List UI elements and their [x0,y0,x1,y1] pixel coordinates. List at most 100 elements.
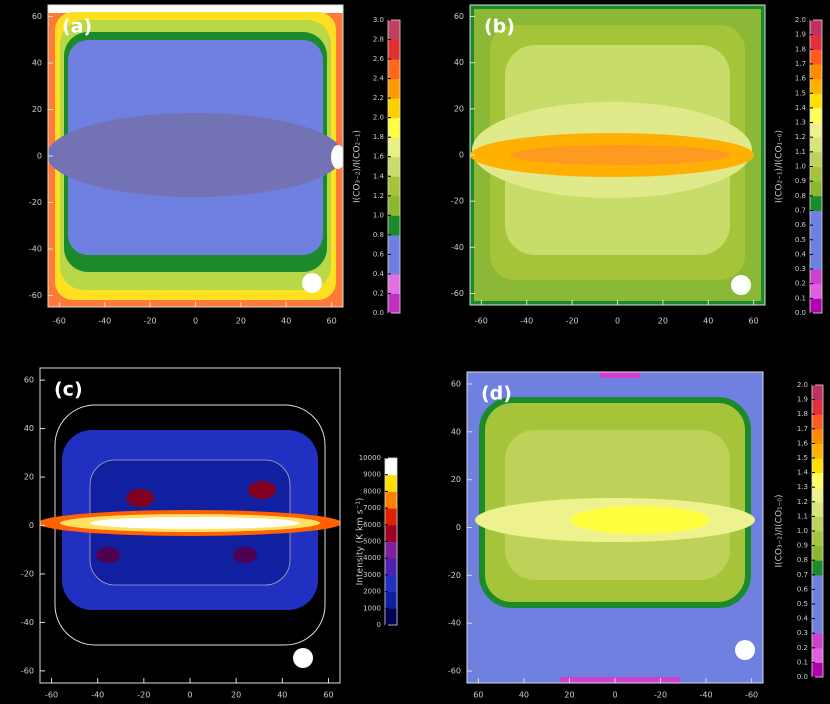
colorbar-segment [810,283,822,299]
colorbar-segment [810,195,822,211]
y-tick-label: -20 [21,569,34,578]
colorbar-label: I(CO₃₋₂)/I(CO₁₋₀) [775,494,785,567]
x-tick-label: 20 [236,317,246,326]
colorbar-tick-label: 1.2 [795,133,806,141]
colorbar-tick-label: 8000 [363,487,381,495]
map-b [470,5,765,305]
y-tick-label: 60 [451,379,461,388]
colorbar-segment [810,239,822,255]
map-a [48,5,343,307]
map-c [40,368,340,683]
colorbar-tick-label: 0.6 [797,585,809,593]
colorbar-tick-label: 1.0 [795,163,806,171]
colorbar-segment [812,604,823,620]
colorbar-tick-label: 0.4 [797,615,809,623]
colorbar-segment [812,399,823,415]
y-tick-label: -60 [448,667,461,676]
colorbar-segment [388,137,400,158]
y-tick-label: -60 [21,666,34,675]
x-tick-label: -60 [53,317,66,326]
beam [302,273,322,293]
colorbar-tick-label: 1.6 [797,439,809,447]
map-region [510,145,730,165]
colorbar-tick-label: 2.0 [373,114,384,122]
colorbar-segment [388,20,400,41]
colorbar-tick-label: 0.7 [795,206,806,214]
colorbar-tick-label: 0.7 [797,571,808,579]
colorbar-segment [810,63,822,80]
colorbar-tick-label: 0.8 [373,231,384,239]
colorbar-tick-label: 0.4 [373,270,385,278]
colorbar-tick-label: 1.2 [373,192,384,200]
colorbar-tick-label: 1.4 [373,172,385,180]
map-region [600,372,640,378]
x-tick-label: 20 [231,691,241,700]
map-region [331,145,343,169]
colorbar-segment [812,516,823,532]
colorbar-segment [388,59,400,80]
colorbar-segment [810,122,822,138]
colorbar-segment [810,166,822,182]
colorbar-tick-label: 1.5 [795,89,806,97]
y-tick-label: 0 [459,151,464,160]
x-tick-label: -20 [144,317,157,326]
colorbar-tick-label: 2.8 [373,36,384,44]
map-region [560,677,680,683]
colorbar-segment [812,531,823,547]
colorbar-tick-label: 1.4 [795,104,807,112]
colorbar-segment [388,98,400,119]
colorbar-segment [812,428,823,444]
y-tick-label: 40 [454,58,464,67]
colorbar-tick-label: 10000 [359,454,381,462]
y-tick-label: 20 [32,105,42,114]
colorbar-tick-label: 1.7 [795,60,806,68]
colorbar-segment [388,195,400,216]
y-tick-label: -20 [451,197,464,206]
colorbar-segment [385,458,397,476]
colorbar-segment [388,234,400,255]
colorbar-tick-label: 1.8 [373,133,384,141]
colorbar-segment [810,210,822,226]
y-tick-label: 0 [37,152,42,161]
colorbar-tick-label: 0.0 [373,309,384,317]
map-region [48,113,343,197]
colorbar-tick-label: 1.3 [795,119,806,127]
colorbar-tick-label: 1.1 [797,512,808,520]
map-region [570,506,710,534]
colorbar-tick-label: 1.4 [797,469,809,477]
y-tick-label: -40 [451,243,464,252]
x-tick-label: -20 [137,691,150,700]
map-region [96,547,120,563]
x-tick-label: -40 [98,317,111,326]
x-tick-label: -40 [700,691,713,700]
panel-label: (c) [54,379,83,401]
colorbar-tick-label: 0.2 [795,280,806,288]
y-tick-label: 0 [29,521,34,530]
colorbar-segment [385,491,397,509]
colorbar-segment [810,137,822,153]
colorbar-tick-label: 1.9 [797,396,808,404]
colorbar-segment [812,443,823,459]
colorbar-segment [388,176,400,197]
colorbar-segment [812,662,823,678]
colorbar-tick-label: 0 [377,621,381,629]
colorbar-tick-label: 0.8 [795,192,806,200]
x-tick-label: 60 [473,691,483,700]
colorbar-frame [387,19,401,314]
colorbar-segment [812,472,823,488]
colorbar-segment [810,78,822,94]
colorbar-tick-label: 0.1 [795,294,806,302]
y-tick-label: 20 [454,104,464,113]
colorbar-segment [810,151,822,167]
colorbar-segment [812,414,823,430]
colorbar-tick-label: 0.5 [795,236,806,244]
x-tick-label: -20 [566,317,579,326]
colorbar-tick-label: 3000 [363,571,381,579]
colorbar-tick-label: 0.4 [795,250,807,258]
y-tick-label: -20 [448,571,461,580]
map-d [467,372,763,683]
colorbar-tick-label: 9000 [363,471,381,479]
colorbar-segment [388,273,400,294]
colorbar-tick-label: 0.3 [797,629,808,637]
colorbar-segment [812,574,823,590]
